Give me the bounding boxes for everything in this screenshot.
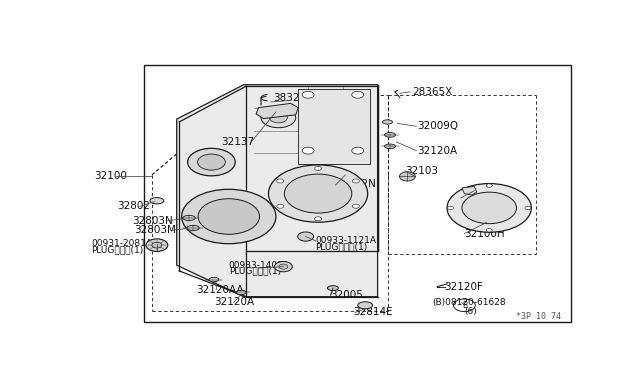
Circle shape <box>198 154 225 170</box>
Text: 32005: 32005 <box>330 290 364 300</box>
Circle shape <box>352 92 364 98</box>
Circle shape <box>146 239 168 251</box>
Text: 32100: 32100 <box>94 171 127 182</box>
Polygon shape <box>256 103 298 119</box>
Text: 32120F: 32120F <box>445 282 483 292</box>
Polygon shape <box>244 85 378 251</box>
Ellipse shape <box>385 132 396 137</box>
Ellipse shape <box>183 215 195 221</box>
Text: 32137: 32137 <box>221 137 255 147</box>
Text: 32120A: 32120A <box>417 145 458 155</box>
Text: (6): (6) <box>465 307 477 315</box>
Ellipse shape <box>187 225 199 231</box>
Text: 32103: 32103 <box>405 166 438 176</box>
Text: 38342N: 38342N <box>335 179 376 189</box>
Circle shape <box>302 92 314 98</box>
Circle shape <box>447 183 531 232</box>
Circle shape <box>486 184 492 187</box>
Circle shape <box>277 179 284 183</box>
Text: PLUGプラグ(1): PLUGプラグ(1) <box>316 242 368 251</box>
Ellipse shape <box>236 290 246 295</box>
Circle shape <box>261 108 296 128</box>
Text: 38322M: 38322M <box>273 93 316 103</box>
Bar <box>145 65 571 323</box>
Text: 32009Q: 32009Q <box>417 121 458 131</box>
Circle shape <box>284 174 352 213</box>
Text: *3P 10 74: *3P 10 74 <box>516 312 561 321</box>
Circle shape <box>353 179 359 183</box>
Circle shape <box>275 262 292 272</box>
Text: B: B <box>462 301 467 310</box>
Text: 32004M: 32004M <box>462 193 504 203</box>
Ellipse shape <box>385 144 396 149</box>
Text: 28365X: 28365X <box>412 87 452 97</box>
Circle shape <box>302 147 314 154</box>
Circle shape <box>353 204 359 208</box>
Circle shape <box>269 165 368 222</box>
Ellipse shape <box>358 302 372 309</box>
Ellipse shape <box>209 278 219 282</box>
Text: PLUGプラグ(1): PLUGプラグ(1) <box>229 266 281 275</box>
Ellipse shape <box>150 198 164 204</box>
Circle shape <box>315 166 321 170</box>
Text: (B)08120-61628: (B)08120-61628 <box>432 298 506 307</box>
Text: 00933-1401A: 00933-1401A <box>229 261 290 270</box>
Circle shape <box>352 147 364 154</box>
Polygon shape <box>177 85 378 297</box>
Circle shape <box>298 232 314 241</box>
Circle shape <box>462 192 516 224</box>
Text: 32814E: 32814E <box>353 308 392 317</box>
Circle shape <box>152 242 162 248</box>
Text: PLUGプラグ(1): PLUGプラグ(1) <box>91 245 143 254</box>
Circle shape <box>198 199 260 234</box>
Text: 32120AA: 32120AA <box>196 285 244 295</box>
Circle shape <box>277 204 284 208</box>
Circle shape <box>315 217 321 221</box>
Text: 00933-1121A: 00933-1121A <box>316 236 376 246</box>
Text: 32803N: 32803N <box>132 216 173 226</box>
Circle shape <box>188 148 236 176</box>
Text: 00931-2081A: 00931-2081A <box>91 239 152 248</box>
Text: 32120A: 32120A <box>214 298 254 307</box>
Text: 32803M: 32803M <box>134 225 177 235</box>
Text: 32100H: 32100H <box>465 229 505 239</box>
Circle shape <box>182 189 276 244</box>
Circle shape <box>399 172 415 181</box>
Ellipse shape <box>383 120 392 124</box>
Circle shape <box>269 112 287 123</box>
Circle shape <box>486 228 492 232</box>
FancyBboxPatch shape <box>298 89 370 164</box>
Circle shape <box>447 206 454 210</box>
Polygon shape <box>462 186 477 195</box>
Circle shape <box>525 206 531 210</box>
Ellipse shape <box>328 286 339 291</box>
Circle shape <box>279 264 288 269</box>
Text: 32802: 32802 <box>117 202 150 211</box>
